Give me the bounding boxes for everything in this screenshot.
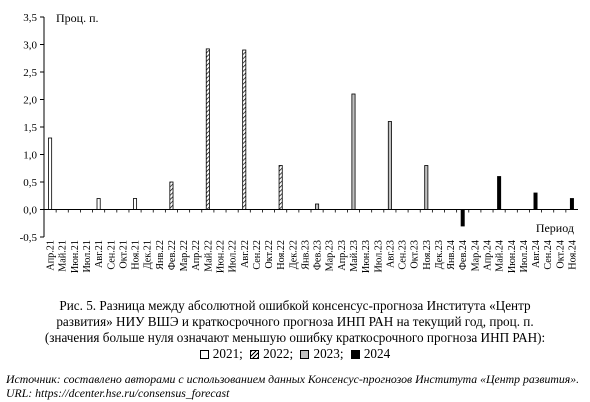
y-axis: -0,5 0,0 0,5 1,0 1,5 2,0 2,5 3,0 3,5 — [20, 12, 45, 244]
x-tick-label: Янв.23 — [300, 240, 311, 270]
x-tick-label: Окт.23 — [410, 240, 421, 269]
x-tick-label: Июн.23 — [361, 240, 372, 273]
bar-2024-Фев.24 — [460, 209, 465, 227]
y-tick-label: 1,5 — [23, 122, 37, 134]
x-tick-label: Янв.24 — [446, 240, 457, 270]
caption-line-1: Рис. 5. Разница между абсолютной ошибкой… — [59, 298, 531, 313]
x-tick-label: Фев.23 — [313, 240, 324, 270]
source-note: Источник: составлено авторами с использо… — [6, 372, 580, 400]
bars — [48, 48, 574, 227]
x-tick-label: Май.22 — [203, 240, 214, 272]
x-tick-label: Фев.22 — [167, 240, 178, 270]
legend-swatch-2021 — [199, 350, 209, 359]
x-tick-label: Дек.23 — [434, 240, 445, 269]
y-tick-label: 3,0 — [23, 40, 37, 52]
bar-2021-Авг.21 — [96, 198, 101, 210]
legend-swatch-2024 — [350, 350, 360, 359]
x-tick-label: Май.21 — [58, 240, 69, 272]
x-tick-label: Авг.24 — [531, 240, 542, 268]
y-tick-label: -0,5 — [20, 232, 38, 244]
bar-2023-Фев.23 — [315, 203, 320, 210]
x-tick-label: Апр.22 — [191, 240, 202, 271]
x-tick-label: Янв.22 — [155, 240, 166, 270]
x-tick-label: Сен.21 — [106, 240, 117, 270]
y-tick-label: 1,0 — [23, 150, 37, 162]
x-tick-label: Окт.21 — [118, 240, 129, 269]
legend-item-2021: 2021; — [199, 346, 243, 362]
legend-swatch-2023 — [300, 350, 310, 359]
x-tick-label: Авг.21 — [94, 240, 105, 268]
x-tick-label: Дек.22 — [288, 240, 299, 269]
x-tick-label: Ноя.24 — [567, 240, 578, 270]
x-tick-label: Ноя.23 — [422, 240, 433, 270]
x-tick-label: Июл.23 — [373, 240, 384, 273]
legend-label-2022: 2022; — [263, 346, 294, 361]
x-tick-label: Авг.22 — [240, 240, 251, 268]
legend-label-2021: 2021; — [212, 346, 243, 361]
x-tick-label: Мар.23 — [325, 240, 336, 271]
x-tick-label: Июл.24 — [519, 240, 530, 273]
x-tick-label: Апр.21 — [46, 240, 57, 271]
x-tick-label: Июн.22 — [215, 240, 226, 273]
legend-label-2024: 2024 — [363, 346, 391, 361]
x-tick-label: Сен.24 — [543, 240, 554, 270]
bar-2024-Ноя.24 — [569, 198, 574, 210]
bar-chart: Проц. п. -0,5 0,0 0,5 1,0 1,5 2,0 2,5 3,0 3,5 Ап… — [20, 11, 579, 273]
bar-2022-Авг.22 — [242, 49, 247, 210]
bar-2023-Май.23 — [351, 93, 356, 210]
x-tick-label: Сен.22 — [252, 240, 263, 270]
y-tick-label: 2,0 — [23, 95, 37, 107]
x-tick-label: Июл.21 — [82, 240, 93, 273]
x-tick-label: Ноя.22 — [276, 240, 287, 270]
x-tick-label: Апр.24 — [482, 240, 493, 271]
x-tick-label: Окт.24 — [555, 240, 566, 269]
y-tick-label: 3,5 — [23, 12, 37, 24]
y-axis-label: Проц. п. — [56, 11, 99, 25]
legend: 2021; 2022; 2023; 2024 — [0, 346, 590, 362]
y-tick-label: 0,5 — [23, 177, 37, 189]
bar-2023-Ноя.23 — [424, 165, 429, 210]
caption-line-3: (значения больше нуля означают меньшую о… — [44, 330, 546, 345]
legend-item-2022: 2022; — [250, 346, 293, 362]
x-axis-label: Период — [536, 221, 574, 235]
bar-2022-Ноя.22 — [278, 165, 283, 210]
bar-2024-Май.24 — [497, 176, 502, 210]
x-tick-label: Май.24 — [495, 240, 506, 272]
bar-2024-Авг.24 — [533, 192, 538, 210]
x-tick-label: Июл.22 — [228, 240, 239, 273]
x-tick-label: Авг.23 — [385, 240, 396, 268]
x-tick-label: Ноя.21 — [131, 240, 142, 270]
x-tick-label: Мар.24 — [470, 240, 481, 271]
x-tick-label: Июн.24 — [507, 240, 518, 273]
x-axis: Апр.21 Май.21 Июн.21 Июл.21 Авг.21 Сен.21 Окт.… — [43, 209, 578, 273]
bar-2021-Апр.21 — [48, 137, 53, 210]
y-tick-label: 2,5 — [23, 67, 37, 79]
legend-swatch-2022 — [250, 350, 260, 359]
caption-line-2: развития» НИУ ВШЭ и краткосрочного прогн… — [56, 314, 534, 329]
legend-item-2023: 2023; — [300, 346, 344, 362]
x-tick-label: Фев.24 — [458, 240, 469, 270]
figure-caption: Рис. 5. Разница между абсолютной ошибкой… — [0, 298, 590, 362]
x-tick-label: Май.23 — [349, 240, 360, 272]
x-tick-label: Мар.22 — [179, 240, 190, 271]
x-tick-label: Дек.21 — [143, 240, 154, 269]
legend-label-2023: 2023; — [313, 346, 344, 361]
bar-2021-Ноя.21 — [133, 198, 138, 210]
x-tick-label: Апр.23 — [337, 240, 348, 271]
x-tick-label: Сен.23 — [398, 240, 409, 270]
bar-2022-Фев.22 — [169, 181, 174, 210]
bar-2022-Май.22 — [205, 48, 210, 210]
x-tick-label: Окт.22 — [264, 240, 275, 269]
y-tick-label: 0,0 — [23, 205, 37, 217]
bar-2023-Авг.23 — [387, 121, 392, 210]
x-tick-label: Июн.21 — [70, 240, 81, 273]
legend-item-2024: 2024 — [350, 346, 391, 362]
